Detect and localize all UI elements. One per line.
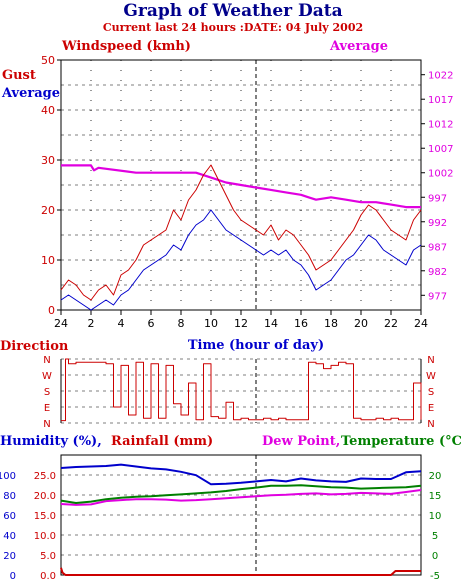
temperature-tick-label: 0: [432, 551, 438, 562]
y-tick-label-left: 40: [41, 104, 55, 117]
rainfall-label: Rainfall (mm): [111, 434, 213, 449]
y-tick-label-left: 20: [41, 204, 55, 217]
rainfall-tick-label: 25.0: [34, 471, 56, 482]
x-tick-label: 16: [294, 317, 308, 330]
x-tick-label: 4: [118, 317, 125, 330]
direction-tick-label-left: E: [44, 403, 50, 414]
chart-subtitle: Current last 24 hours :DATE: 04 July 200…: [103, 21, 363, 34]
x-tick-label: 8: [178, 317, 185, 330]
humidity-tick-label: 0: [10, 571, 16, 582]
direction-tick-label-left: S: [44, 387, 50, 398]
direction-tick-label-right: W: [426, 371, 436, 382]
x-tick-label: 14: [264, 317, 278, 330]
series-temperature: [60, 484, 422, 504]
series-rainfall: [60, 567, 421, 576]
y-tick-label-left: 0: [48, 304, 55, 317]
y-tick-label-left: 50: [41, 54, 55, 67]
series-direction: [61, 358, 422, 422]
gust-label: Gust: [2, 68, 36, 83]
x-tick-label: 6: [148, 317, 155, 330]
rainfall-tick-label: 10.0: [34, 531, 56, 542]
y-tick-label-right: 982: [428, 267, 447, 278]
x-tick-label: 2: [88, 317, 95, 330]
humidity-tick-label: 80: [3, 491, 16, 502]
humidity-label: Humidity (%),: [0, 434, 102, 449]
y-tick-label-left: 30: [41, 154, 55, 167]
temperature-tick-label: 5: [432, 531, 438, 542]
x-tick-label: 10: [204, 317, 218, 330]
temperature-tick-label: 10: [429, 511, 442, 522]
y-tick-label-right: 997: [428, 193, 447, 204]
humidity-tick-label: 40: [3, 531, 16, 542]
direction-tick-label-left: W: [42, 371, 52, 382]
direction-label: Direction: [0, 339, 69, 354]
direction-tick-label-right: N: [427, 419, 434, 430]
y-tick-label-right: 1002: [428, 169, 453, 180]
rainfall-tick-label: 20.0: [34, 491, 56, 502]
x-axis-label: Time (hour of day): [188, 338, 324, 353]
y-tick-label-right: 1012: [428, 120, 453, 131]
x-tick-label: 24: [414, 317, 428, 330]
series-average: [60, 209, 422, 311]
direction-tick-label-right: E: [428, 403, 434, 414]
rainfall-tick-label: 15.0: [34, 511, 56, 522]
direction-tick-label-right: S: [428, 387, 434, 398]
y-tick-label-right: 987: [428, 242, 447, 253]
temperature-label: Temperature (°C): [341, 434, 461, 449]
temperature-tick-label: 15: [429, 491, 442, 502]
temperature-tick-label: 20: [429, 471, 442, 482]
direction-tick-label-left: N: [43, 355, 50, 366]
humidity-tick-label: 100: [0, 471, 16, 482]
y-tick-label-left: 10: [41, 254, 55, 267]
series-gust: [60, 164, 422, 301]
series-dew-point: [60, 489, 422, 506]
y-tick-label-right: 1007: [428, 144, 453, 155]
pressure-average-label: Average: [329, 39, 388, 54]
average-wind-label: Average: [1, 86, 60, 101]
humidity-tick-label: 20: [3, 551, 16, 562]
y-tick-label-right: 1022: [428, 71, 453, 82]
series-pressure: [61, 164, 421, 209]
humidity-tick-label: 60: [3, 511, 16, 522]
direction-tick-label-right: N: [427, 355, 434, 366]
x-tick-label: 18: [324, 317, 338, 330]
plot-frame-3: [60, 454, 422, 576]
y-tick-label-right: 1017: [428, 95, 453, 106]
rainfall-tick-label: 5.0: [40, 551, 56, 562]
series-humidity: [60, 463, 422, 486]
dew-point-label: Dew Point,: [262, 434, 340, 449]
x-tick-label: 22: [384, 317, 398, 330]
direction-tick-label-left: N: [43, 419, 50, 430]
x-tick-label: 12: [234, 317, 248, 330]
windspeed-label: Windspeed (kmh): [61, 39, 191, 54]
temperature-tick-label: -5: [430, 571, 440, 582]
y-tick-label-right: 977: [428, 291, 447, 302]
y-tick-label-right: 992: [428, 218, 447, 229]
chart-title: Graph of Weather Data: [123, 1, 342, 21]
rainfall-tick-label: 0.0: [40, 571, 56, 582]
x-tick-label: 20: [354, 317, 368, 330]
x-tick-label: 24: [54, 317, 68, 330]
